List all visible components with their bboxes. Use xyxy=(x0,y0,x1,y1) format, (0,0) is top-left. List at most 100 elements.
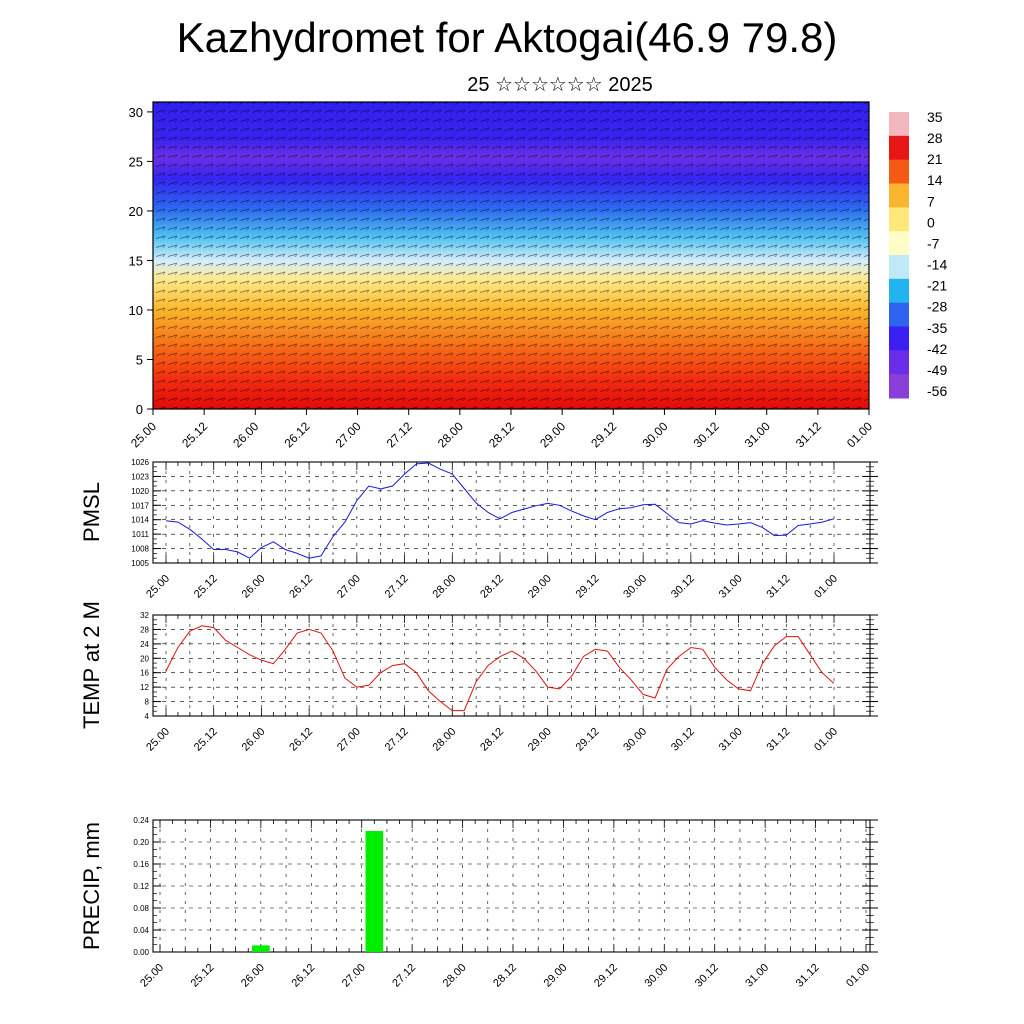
colorbar-swatch xyxy=(889,207,909,232)
x-tick-label: 25.00 xyxy=(144,573,172,601)
y-tick-label: 1011 xyxy=(132,530,150,539)
colorbar-label: 21 xyxy=(927,151,943,167)
colorbar-swatch xyxy=(889,302,909,327)
colorbar-label: 7 xyxy=(927,193,935,209)
colorbar-swatch xyxy=(889,231,909,256)
x-tick-label: 25.12 xyxy=(189,962,217,990)
heatmap-x-tick-label: 27.12 xyxy=(384,419,415,450)
x-tick-label: 29.12 xyxy=(574,573,602,601)
heatmap-x-tick-label: 30.12 xyxy=(691,419,722,450)
y-tick-label: 1026 xyxy=(131,458,149,467)
precip-ylabel: PRECIP, mm xyxy=(79,822,104,950)
heatmap-x-tick-label: 25.12 xyxy=(179,419,210,450)
x-tick-label: 31.12 xyxy=(794,962,822,990)
colorbar-label: 0 xyxy=(927,214,935,230)
y-tick-label: 24 xyxy=(140,640,149,649)
y-tick-label: 4 xyxy=(145,712,150,721)
x-tick-label: 26.12 xyxy=(289,962,317,990)
y-tick-label: 1023 xyxy=(131,472,149,481)
pmsl-panel: 1005 1008 1011 1014 1017 1020 1023 1026 25.00 25.… xyxy=(79,458,878,601)
y-tick-label: 16 xyxy=(140,669,149,678)
colorbar-swatch xyxy=(889,135,909,161)
y-tick-label: 0.04 xyxy=(133,926,149,935)
colorbar-label: -42 xyxy=(927,341,947,357)
y-tick-label: 1008 xyxy=(131,545,149,554)
x-tick-label: 28.12 xyxy=(478,726,506,754)
x-tick-label: 27.12 xyxy=(383,726,411,754)
pmsl-series xyxy=(165,462,835,559)
x-tick-label: 28.00 xyxy=(441,962,469,990)
x-tick-label: 29.12 xyxy=(592,962,620,990)
heatmap-x-tick-label: 01.00 xyxy=(844,419,875,450)
panel-frame xyxy=(152,461,871,564)
x-tick-label: 26.00 xyxy=(239,962,267,990)
heatmap-x-tick-label: 29.00 xyxy=(537,419,568,450)
x-tick-label: 31.12 xyxy=(764,573,792,601)
x-tick-label: 28.12 xyxy=(491,962,519,990)
temp-axes: 4 8 12 16 20 24 28 32 25.00 25.12 26.00 26.12 27.00 2… xyxy=(140,611,878,754)
heatmap-y-axis: 0 5 10 15 20 25 30 xyxy=(129,105,153,417)
heatmap-x-tick-label: 31.12 xyxy=(793,419,824,450)
heatmap-y-tick-label: 5 xyxy=(136,352,143,367)
heatmap-y-tick-label: 0 xyxy=(136,402,143,417)
heatmap-y-tick-label: 10 xyxy=(129,303,143,318)
x-tick-label: 30.12 xyxy=(693,962,721,990)
y-tick-label: 1014 xyxy=(131,516,149,525)
panel-frame xyxy=(152,819,871,953)
y-tick-label: 1005 xyxy=(131,559,149,568)
heatmap-x-tick-label: 30.00 xyxy=(639,419,670,450)
precip-grid xyxy=(153,820,870,952)
heatmap-y-tick-label: 20 xyxy=(129,204,143,219)
temp-grid xyxy=(153,615,870,716)
chart-title: Kazhydromet for Aktogai(46.9 79.8) xyxy=(176,14,838,61)
y-tick-label: 1020 xyxy=(131,487,149,496)
pmsl-ylabel: PMSL xyxy=(79,482,104,542)
x-tick-label: 25.12 xyxy=(192,573,220,601)
x-tick-label: 28.00 xyxy=(430,726,458,754)
heatmap-y-tick-label: 30 xyxy=(129,105,143,120)
x-tick-label: 28.12 xyxy=(478,573,506,601)
x-tick-label: 01.00 xyxy=(812,573,840,601)
y-tick-label: 32 xyxy=(140,611,149,620)
x-tick-label: 29.00 xyxy=(526,573,554,601)
x-tick-label: 29.00 xyxy=(542,962,570,990)
x-tick-label: 27.12 xyxy=(390,962,418,990)
colorbar-swatch xyxy=(889,159,909,184)
x-tick-label: 31.00 xyxy=(717,726,745,754)
x-tick-label: 26.12 xyxy=(287,573,315,601)
colorbar-swatch xyxy=(889,350,909,375)
precip-bar xyxy=(365,831,384,952)
x-tick-label: 31.12 xyxy=(764,726,792,754)
x-tick-label: 27.12 xyxy=(383,573,411,601)
precip-bars xyxy=(252,831,384,952)
colorbar-swatch xyxy=(889,326,909,351)
heatmap-y-tick-label: 25 xyxy=(129,154,143,169)
y-tick-label: 0.12 xyxy=(133,882,149,891)
x-tick-label: 01.00 xyxy=(844,962,872,990)
y-tick-label: 1017 xyxy=(131,501,149,510)
series-line xyxy=(165,462,835,559)
colorbar-label: -14 xyxy=(927,257,947,273)
y-tick-label: 12 xyxy=(140,683,149,692)
precip-panel: 0.00 0.04 0.08 0.12 0.16 0.20 0.24 25.00 25.12 26… xyxy=(79,816,878,990)
y-tick-label: 0.16 xyxy=(133,860,149,869)
heatmap-y-tick-label: 15 xyxy=(129,253,143,268)
heatmap-x-tick-label: 25.00 xyxy=(128,419,159,450)
colorbar-label: -21 xyxy=(927,278,947,294)
series-line xyxy=(165,625,835,712)
temp-ylabel: TEMP at 2 M xyxy=(79,601,104,729)
x-tick-label: 26.12 xyxy=(287,726,315,754)
x-tick-label: 30.12 xyxy=(669,726,697,754)
x-tick-label: 30.12 xyxy=(669,573,697,601)
x-tick-label: 30.00 xyxy=(621,726,649,754)
cross-section-panel: 0 5 10 15 20 25 30 25.00 25.12 26.00 26.12 27.00 27… xyxy=(128,101,947,450)
x-tick-label: 30.00 xyxy=(621,573,649,601)
wind-vector-field xyxy=(153,102,869,409)
chart-subtitle: 25 ☆☆☆☆☆☆ 2025 xyxy=(467,74,653,96)
x-tick-label: 26.00 xyxy=(240,573,268,601)
colorbar-label: 28 xyxy=(927,130,943,146)
temp-panel: 4 8 12 16 20 24 28 32 25.00 25.12 26.00 26.12 27.00 2… xyxy=(79,601,878,754)
colorbar-swatch xyxy=(889,278,909,304)
heatmap-x-tick-label: 29.12 xyxy=(588,419,619,450)
